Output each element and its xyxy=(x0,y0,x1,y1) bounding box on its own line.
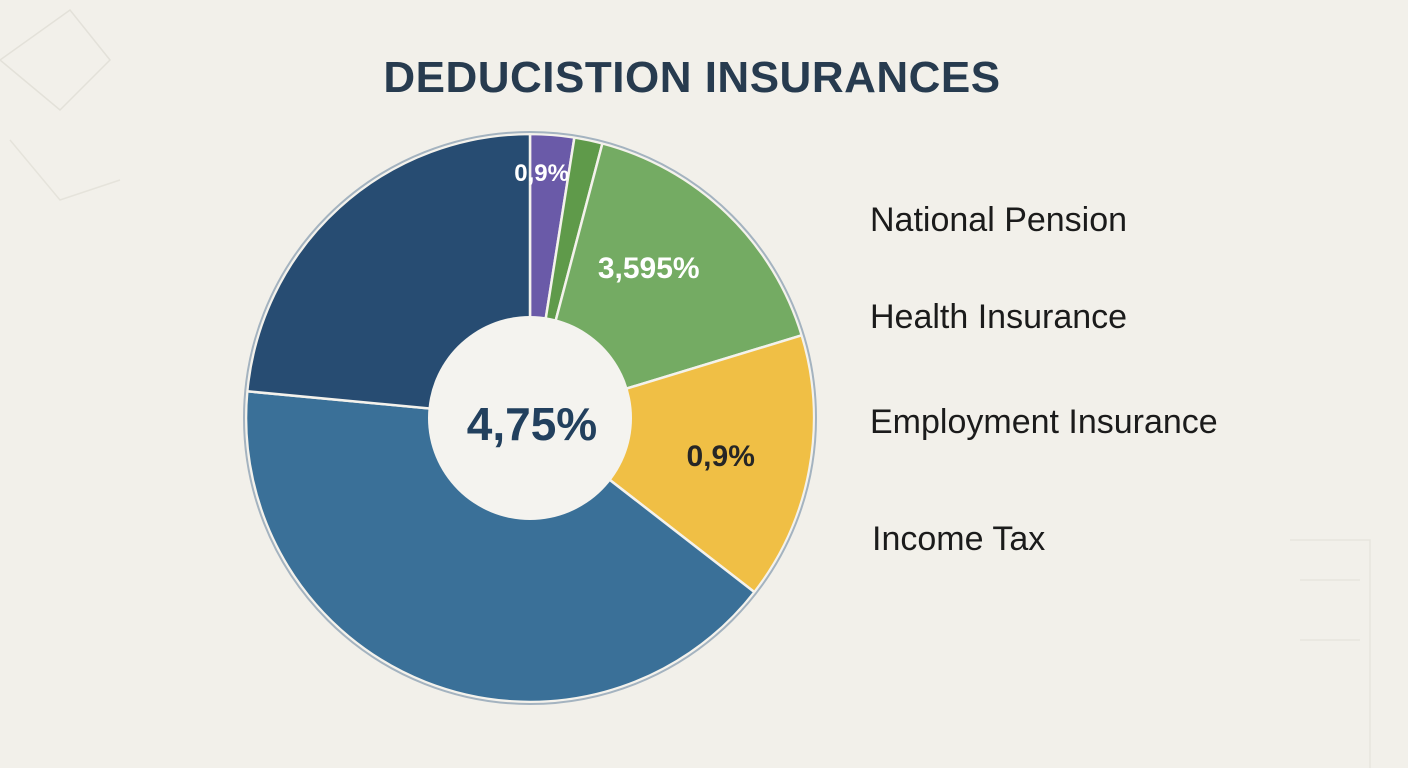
pie-outline xyxy=(243,131,817,705)
legend: National Pension Health Insurance Employ… xyxy=(870,201,1218,558)
pie-slice xyxy=(244,389,757,704)
legend-entry: Health Insurance xyxy=(870,298,1127,336)
legend-entry: National Pension xyxy=(870,201,1127,239)
chart-title: DEDUCISTION INSURANCES xyxy=(383,53,1000,102)
slice-value-label: 3,595% xyxy=(598,252,700,285)
center-label: 4,75% xyxy=(467,398,597,450)
slice-value-label: 0,9% xyxy=(687,440,755,473)
legend-entry: Employment Insurance xyxy=(870,403,1218,441)
slice-value-label: 0,9% xyxy=(514,160,569,187)
legend-entry: Income Tax xyxy=(872,520,1045,558)
donut-hole xyxy=(428,316,632,520)
slice-labels: 0,9% 3,595% 0,9% xyxy=(514,160,755,473)
background-decoration xyxy=(0,8,1371,768)
